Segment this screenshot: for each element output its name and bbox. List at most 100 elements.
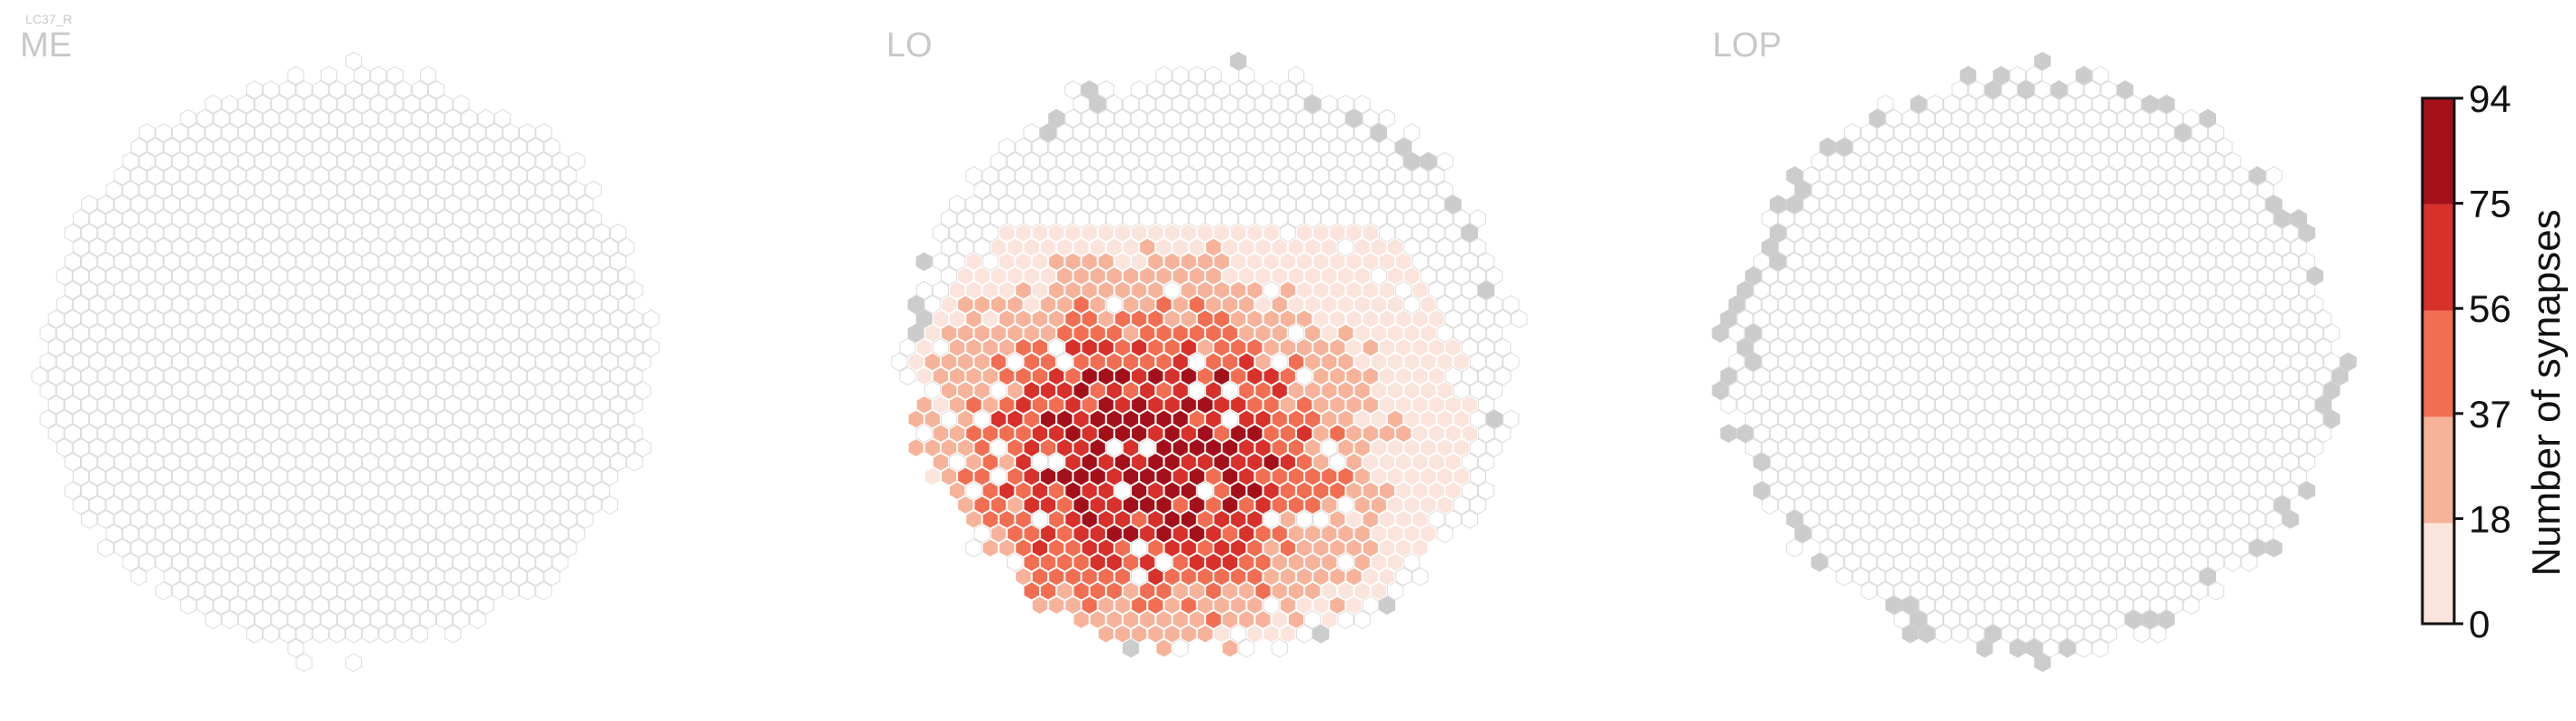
hex-cell-lop	[1827, 496, 1844, 515]
hex-cell-me	[519, 180, 536, 200]
hex-cell-lo	[1230, 280, 1247, 300]
hex-cell-lo	[1329, 481, 1346, 501]
hex-cell-lop	[1720, 366, 1737, 386]
hex-cell-lop	[2067, 509, 2084, 529]
hex-cell-me	[164, 280, 181, 300]
hex-cell-me	[643, 309, 660, 329]
hex-cell-lo	[1123, 638, 1140, 658]
hex-cell-me	[584, 295, 602, 315]
hex-cell-lop	[2051, 252, 2068, 272]
hex-cell-lo	[1353, 381, 1371, 400]
hex-cell-lop	[2166, 337, 2183, 357]
hex-cell-lo	[949, 309, 966, 329]
hex-cell-lop	[1968, 395, 1985, 415]
hex-cell-lo	[1254, 466, 1272, 486]
hex-cell-lop	[2216, 452, 2233, 472]
hex-cell-me	[502, 352, 519, 372]
hex-cell-me	[634, 438, 652, 457]
hex-cell-lo	[1287, 381, 1304, 400]
hex-cell-me	[419, 553, 436, 572]
hex-cell-me	[560, 538, 577, 558]
hex-cell-lop	[1992, 524, 2010, 544]
hex-cell-me	[255, 381, 272, 400]
hex-cell-me	[180, 137, 197, 157]
hex-cell-lo	[1337, 266, 1354, 285]
hex-cell-me	[312, 452, 329, 472]
hex-cell-lo	[1073, 581, 1090, 601]
hex-cell-me	[271, 180, 288, 200]
hex-cell-lo	[1279, 624, 1296, 644]
hex-cell-lo	[1204, 496, 1223, 515]
hex-cell-lop	[1770, 452, 1787, 472]
hex-cell-me	[576, 366, 594, 386]
hex-cell-me	[328, 566, 345, 586]
hex-cell-me	[89, 295, 106, 315]
hex-cell-me	[494, 108, 511, 128]
hex-cell-lop	[1976, 352, 1993, 372]
hex-cell-me	[386, 324, 404, 343]
hex-cell-me	[444, 395, 462, 415]
hex-cell-lo	[1412, 337, 1429, 357]
hex-cell-me	[114, 165, 131, 185]
hex-cell-lop	[1819, 165, 1836, 185]
hex-cell-lo	[1486, 409, 1503, 429]
hex-cell-lop	[1827, 409, 1844, 429]
hex-cell-lo	[1222, 438, 1239, 457]
hex-cell-lop	[2299, 424, 2316, 444]
hex-cell-me	[453, 324, 470, 343]
hex-cell-lo	[1403, 266, 1421, 285]
hex-cell-lop	[2299, 223, 2316, 243]
hex-cell-lop	[1960, 152, 1977, 171]
hex-cell-lo	[1230, 137, 1247, 157]
hex-cell-me	[394, 280, 412, 300]
hex-cell-lop	[1960, 209, 1977, 228]
hex-cell-me	[403, 295, 420, 315]
hex-cell-me	[245, 424, 263, 444]
hex-cell-lop	[1852, 280, 1870, 300]
hex-cell-lop	[2199, 165, 2216, 185]
hex-cell-lop	[1893, 209, 1911, 228]
hex-cell-me	[271, 324, 288, 343]
hex-cell-lop	[1968, 424, 1985, 444]
hex-cell-lo	[1155, 209, 1173, 228]
hex-cell-lo	[1395, 252, 1413, 272]
hex-cell-me	[105, 209, 123, 228]
hex-cell-lo	[1006, 180, 1023, 200]
hex-cell-me	[502, 295, 519, 315]
hex-cell-lop	[1835, 337, 1852, 357]
hex-cell-me	[428, 108, 445, 128]
hex-cell-lop	[2042, 638, 2060, 658]
hex-cell-lop	[2208, 409, 2225, 429]
hex-cell-lop	[1934, 538, 1952, 558]
hex-cell-me	[89, 466, 106, 486]
hex-cell-lo	[990, 352, 1007, 372]
hex-cell-lo	[1073, 466, 1090, 486]
hex-cell-lop	[2315, 309, 2332, 329]
hex-cell-me	[229, 195, 246, 215]
hex-cell-lop	[2001, 424, 2018, 444]
hex-cell-lo	[1321, 496, 1338, 515]
hex-cell-lop	[2199, 309, 2216, 329]
hex-cell-me	[205, 152, 222, 171]
hex-cell-me	[436, 209, 454, 228]
hex-cell-me	[485, 209, 503, 228]
hex-cell-lop	[1910, 266, 1927, 285]
hex-cell-me	[362, 596, 379, 616]
hex-cell-lo	[1329, 309, 1346, 329]
hex-cell-me	[544, 165, 561, 185]
hex-cell-lo	[1064, 424, 1082, 444]
hex-cell-lop	[1861, 266, 1878, 285]
hex-cell-me	[519, 123, 536, 143]
hex-cell-lop	[1885, 137, 1902, 157]
hex-cell-me	[593, 309, 610, 329]
hex-cell-lo	[1271, 553, 1288, 572]
hex-cell-me	[527, 566, 544, 586]
hex-cell-lop	[1934, 509, 1952, 529]
hex-cell-lo	[1378, 366, 1395, 386]
hex-cell-me	[584, 381, 602, 400]
hex-cell-lo	[1188, 409, 1205, 429]
hex-cell-lop	[2232, 309, 2250, 329]
hex-cell-lop	[1811, 381, 1828, 400]
hex-cell-lo	[1113, 509, 1131, 529]
hex-cell-me	[196, 596, 214, 616]
